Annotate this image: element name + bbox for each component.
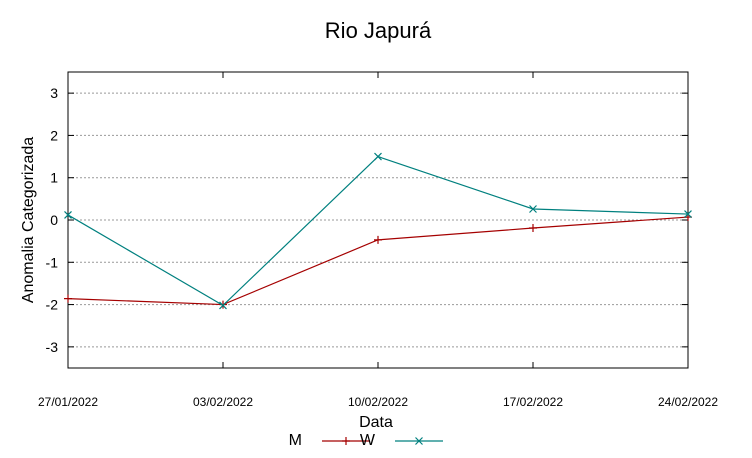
series-line-W	[67, 155, 689, 307]
x-marker	[415, 437, 423, 445]
x-tick-label: 03/02/2022	[193, 395, 253, 409]
plus-marker	[342, 437, 350, 445]
plus-marker	[374, 235, 382, 244]
x-tick-label: 17/02/2022	[503, 395, 563, 409]
y-axis-label: Anomalia Categorizada	[20, 137, 37, 303]
x-marker	[374, 152, 382, 161]
legend-label: M	[289, 432, 302, 449]
y-tick-label: 2	[50, 127, 58, 143]
x-axis-label: Data	[359, 414, 393, 431]
y-tick-label: 1	[50, 170, 58, 186]
y-tick-label: -1	[46, 254, 59, 270]
x-marker	[529, 205, 537, 213]
x-marker	[64, 211, 72, 219]
y-tick-label: -3	[46, 339, 59, 355]
x-tick-label: 24/02/2022	[658, 395, 718, 409]
plus-marker	[64, 294, 72, 303]
plus-marker	[529, 224, 537, 233]
series-line-M	[67, 216, 689, 306]
y-tick-label: 0	[50, 212, 58, 228]
y-tick-label: 3	[50, 85, 58, 101]
y-tick-label: -2	[46, 297, 59, 313]
x-tick-label: 27/01/2022	[38, 395, 98, 409]
legend-label: W	[360, 432, 376, 449]
x-marker	[684, 210, 692, 219]
x-tick-label: 10/02/2022	[348, 395, 408, 409]
chart-title: Rio Japurá	[325, 18, 432, 43]
x-marker	[219, 301, 227, 310]
